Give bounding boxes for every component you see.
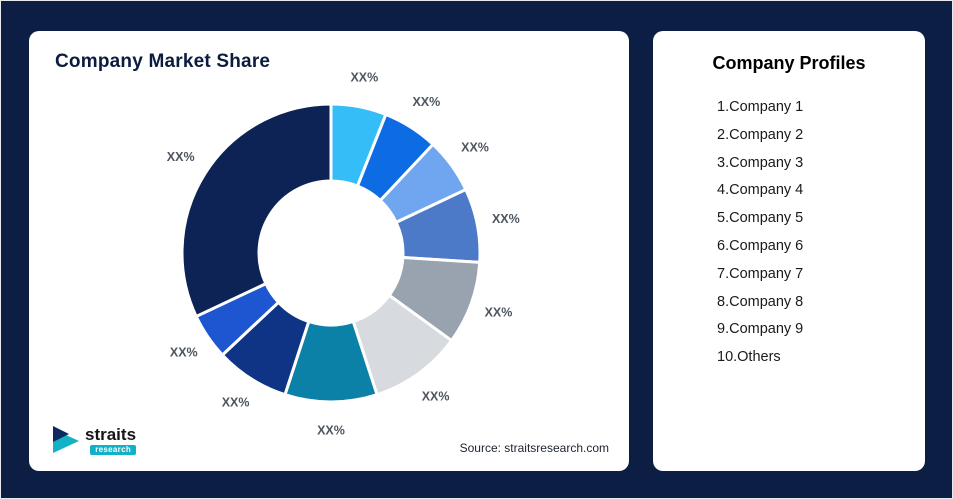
list-item: 2.Company 2 [717, 126, 804, 143]
segment-label: XX% [461, 141, 489, 155]
donut-segment-10 [180, 102, 333, 318]
list-item: 5.Company 5 [717, 210, 804, 227]
segment-label: XX% [222, 396, 250, 410]
segment-label: XX% [412, 95, 440, 109]
donut-chart: XX% XX% XX% XX% XX% XX% XX% XX% XX% XX% [167, 70, 520, 437]
segment-label: XX% [422, 389, 450, 403]
segment-label: XX% [492, 212, 520, 226]
segment-label: XX% [350, 70, 378, 84]
company-list: 1.Company 1 2.Company 2 3.Company 3 4.Compa… [653, 94, 925, 372]
logo-subbrand: research [90, 444, 137, 455]
list-item: 7.Company 7 [717, 265, 804, 282]
chart-title: Company Market Share [55, 51, 271, 72]
logo-brand: straits [85, 424, 137, 444]
segment-label: XX% [170, 345, 198, 359]
list-item: 1.Company 1 [717, 99, 804, 115]
straits-logo-icon [53, 426, 79, 453]
straits-logo-text: straits research [85, 424, 137, 455]
list-item: 10.Others [717, 349, 781, 366]
list-item: 9.Company 9 [717, 321, 804, 338]
list-item: 6.Company 6 [717, 237, 804, 254]
source-note: Source: straitsresearch.com [459, 441, 609, 455]
list-item: 3.Company 3 [717, 154, 804, 171]
straits-logo: straits research [51, 424, 137, 455]
segment-label: XX% [167, 150, 195, 164]
segment-label: XX% [317, 423, 345, 437]
list-item: 4.Company 4 [717, 182, 804, 199]
market-share-card: Company Market Share XX% XX% XX% XX% XX% XX% X… [29, 31, 629, 471]
profiles-title: Company Profiles [712, 53, 866, 73]
list-item: 8.Company 8 [717, 293, 804, 310]
segment-label: XX% [485, 306, 513, 320]
company-profiles-card: Company Profiles 1.Company 1 2.Company 2 3… [653, 31, 925, 471]
